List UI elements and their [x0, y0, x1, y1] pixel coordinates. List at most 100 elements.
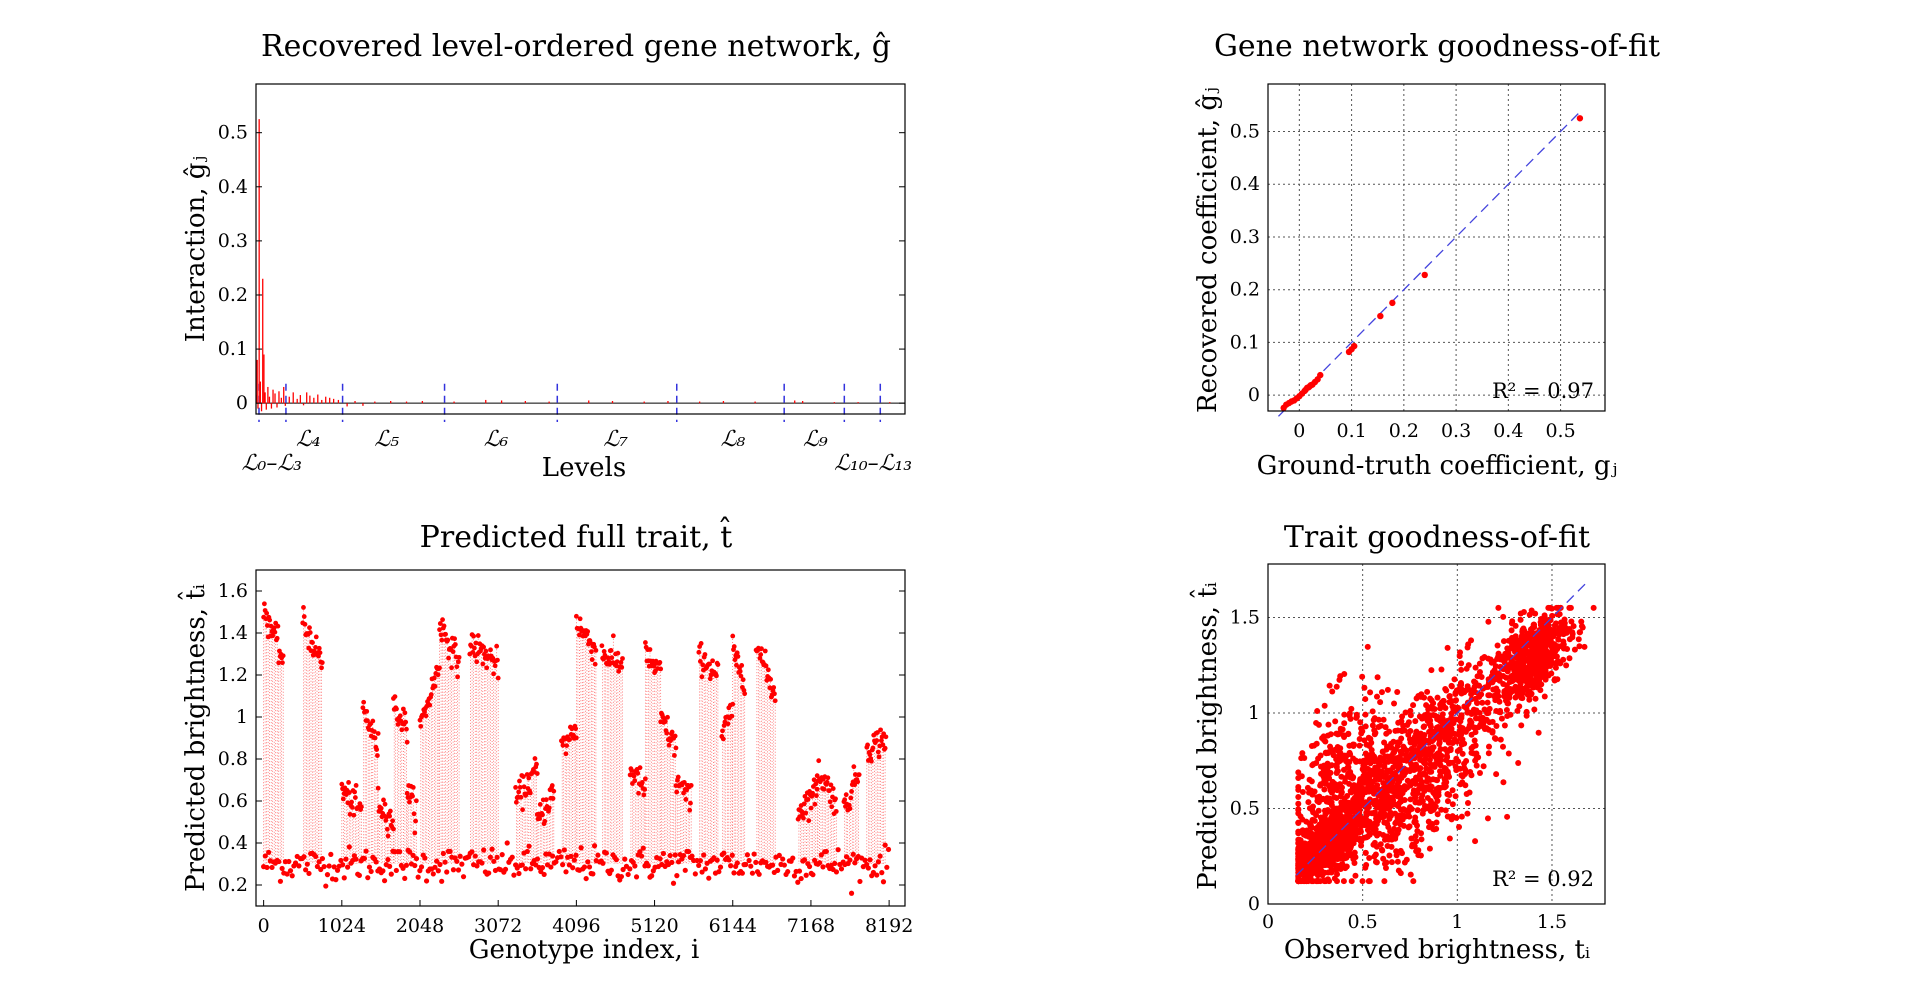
- data-point: [1358, 842, 1365, 849]
- data-point: [1340, 732, 1347, 739]
- data-point: [437, 627, 442, 633]
- x-tick-label: 1024: [318, 915, 366, 937]
- data-point: [843, 792, 849, 798]
- y-tick-label: 0.2: [218, 284, 248, 306]
- data-point: [1458, 714, 1465, 721]
- data-point: [339, 862, 346, 868]
- data-point: [1331, 746, 1338, 753]
- data-point: [1422, 784, 1429, 791]
- data-point: [1345, 772, 1352, 779]
- data-point: [403, 862, 410, 868]
- data-point: [318, 866, 324, 873]
- data-point: [729, 852, 735, 858]
- data-point: [1296, 859, 1303, 866]
- data-point: [319, 665, 324, 671]
- data-point: [1394, 858, 1401, 865]
- data-point: [1449, 787, 1456, 794]
- data-point: [1472, 664, 1479, 671]
- data-point: [488, 647, 493, 653]
- data-point: [1452, 690, 1459, 697]
- y-tick-label: 0.5: [1230, 120, 1260, 142]
- data-point: [814, 786, 820, 792]
- data-point: [1308, 847, 1315, 854]
- data-point: [1381, 797, 1388, 804]
- level-label: ℒ₇: [603, 427, 628, 452]
- data-point: [1323, 780, 1330, 787]
- data-point: [803, 872, 809, 878]
- x-tick-label: 0.4: [1493, 420, 1523, 442]
- data-point: [319, 660, 325, 666]
- data-point: [801, 815, 806, 821]
- data-point: [830, 786, 836, 791]
- data-point: [563, 751, 569, 757]
- data-point: [643, 776, 648, 782]
- data-point: [347, 811, 353, 817]
- data-point: [608, 867, 614, 873]
- data-point: [657, 856, 663, 862]
- data-point: [1374, 782, 1381, 789]
- data-point: [835, 847, 841, 853]
- data-point: [1472, 715, 1479, 722]
- data-point: [1328, 762, 1335, 769]
- data-point: [1393, 848, 1400, 855]
- data-point: [1523, 684, 1530, 691]
- y-tick-label: 0.6: [218, 790, 248, 812]
- data-point: [874, 738, 880, 743]
- data-point: [1478, 673, 1485, 680]
- data-point: [1448, 710, 1455, 717]
- data-point: [1378, 768, 1385, 775]
- data-point: [1537, 681, 1544, 688]
- data-point: [1551, 622, 1558, 629]
- data-point: [791, 873, 798, 879]
- data-point: [1526, 696, 1533, 703]
- data-point: [1520, 625, 1527, 632]
- data-point: [681, 790, 686, 796]
- data-point: [1372, 851, 1379, 858]
- data-point: [591, 843, 598, 849]
- data-point: [1325, 768, 1332, 775]
- data-point: [365, 875, 371, 881]
- data-point: [1578, 623, 1585, 630]
- data-point: [1382, 864, 1389, 871]
- data-point: [1484, 699, 1491, 706]
- data-point: [1426, 756, 1433, 763]
- data-point: [1445, 725, 1452, 732]
- data-point: [331, 864, 337, 870]
- data-point: [1519, 690, 1526, 697]
- data-point: [1453, 755, 1460, 762]
- data-point: [1363, 803, 1370, 810]
- data-point: [1384, 753, 1391, 760]
- data-point: [1337, 781, 1344, 788]
- data-point: [1345, 764, 1352, 771]
- data-point: [1489, 718, 1496, 725]
- data-point: [1424, 776, 1431, 783]
- data-point: [1347, 816, 1354, 823]
- data-point: [811, 777, 817, 783]
- panel2-grid: [1268, 84, 1605, 411]
- data-point: [1449, 801, 1456, 808]
- data-point: [387, 808, 393, 814]
- data-point: [542, 818, 548, 824]
- data-point: [1484, 815, 1491, 822]
- data-point: [740, 677, 746, 683]
- data-point: [319, 855, 326, 862]
- data-point: [1554, 658, 1561, 665]
- data-point: [526, 775, 532, 781]
- data-point: [707, 661, 712, 667]
- data-point: [487, 854, 494, 860]
- data-point: [1378, 689, 1385, 696]
- data-point: [516, 870, 522, 877]
- data-point: [1443, 757, 1450, 764]
- data-point: [365, 718, 370, 724]
- data-point: [316, 645, 322, 651]
- data-point: [737, 668, 743, 674]
- data-point: [669, 729, 675, 735]
- data-point: [316, 859, 322, 865]
- data-point: [781, 862, 787, 868]
- data-point: [827, 788, 832, 794]
- data-point: [1323, 847, 1330, 854]
- data-point: [725, 721, 731, 727]
- data-point: [1454, 704, 1461, 711]
- data-point: [540, 812, 545, 818]
- data-point: [413, 818, 418, 824]
